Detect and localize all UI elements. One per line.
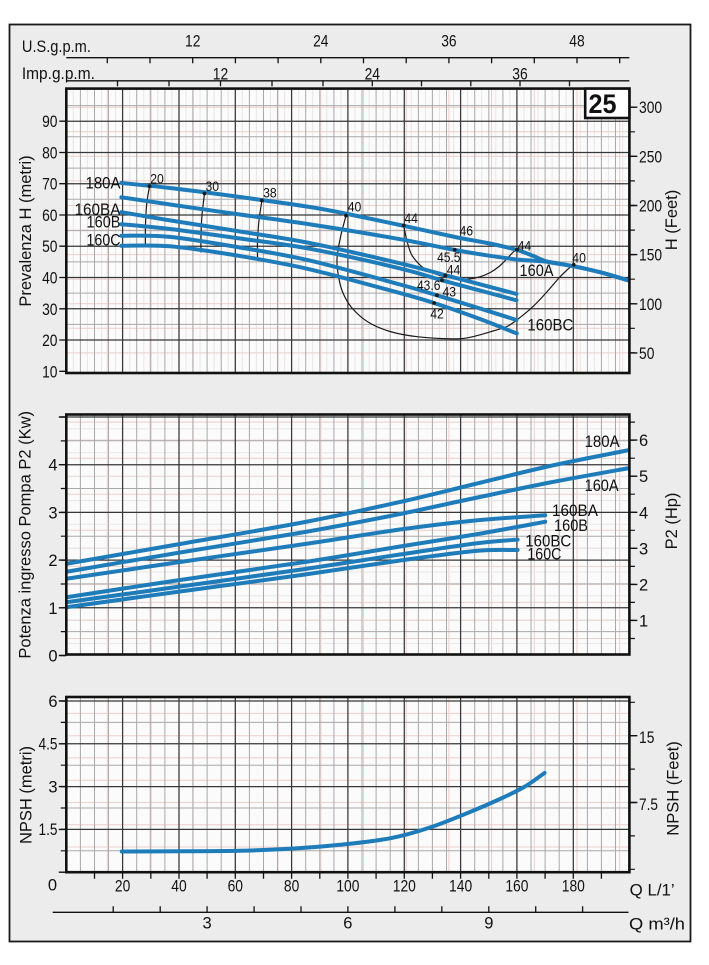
svg-text:36: 36: [512, 65, 527, 83]
svg-text:1: 1: [48, 600, 57, 618]
svg-text:6: 6: [343, 915, 352, 933]
svg-text:4: 4: [639, 504, 648, 522]
svg-text:4.5: 4.5: [39, 736, 58, 754]
svg-text:0: 0: [48, 648, 57, 666]
svg-text:36: 36: [441, 33, 456, 51]
svg-text:50: 50: [639, 345, 654, 363]
svg-text:3: 3: [48, 778, 57, 796]
svg-text:90: 90: [42, 113, 57, 131]
svg-text:24: 24: [365, 65, 380, 83]
svg-text:20: 20: [150, 172, 164, 187]
svg-text:140: 140: [449, 878, 472, 896]
svg-text:Potenza ingresso Pompa P2 (Kw): Potenza ingresso Pompa P2 (Kw): [17, 411, 35, 659]
svg-text:100: 100: [336, 878, 359, 896]
svg-text:24: 24: [313, 33, 328, 51]
svg-text:43: 43: [443, 285, 457, 300]
svg-text:6: 6: [639, 432, 648, 450]
svg-text:Imp.g.p.m.: Imp.g.p.m.: [22, 65, 95, 83]
svg-text:80: 80: [42, 145, 57, 163]
svg-text:9: 9: [484, 915, 493, 933]
svg-text:160BA: 160BA: [552, 502, 598, 520]
svg-text:2: 2: [639, 576, 648, 594]
svg-text:80: 80: [284, 878, 299, 896]
svg-text:H (Feet): H (Feet): [663, 190, 681, 251]
svg-text:20: 20: [115, 878, 130, 896]
svg-text:160BA: 160BA: [75, 201, 121, 219]
svg-text:46: 46: [460, 223, 474, 238]
svg-text:100: 100: [639, 296, 662, 314]
svg-text:50: 50: [42, 238, 57, 256]
svg-text:160A: 160A: [585, 477, 619, 495]
svg-text:160C: 160C: [87, 232, 121, 250]
svg-text:NPSH (metri): NPSH (metri): [18, 746, 36, 844]
svg-text:5: 5: [639, 468, 648, 486]
svg-text:30: 30: [42, 301, 57, 319]
svg-text:160B: 160B: [87, 213, 121, 231]
svg-text:44: 44: [447, 263, 461, 278]
svg-text:40: 40: [171, 878, 186, 896]
svg-text:160C: 160C: [527, 545, 561, 563]
svg-text:160BC: 160BC: [525, 533, 571, 551]
svg-text:3: 3: [203, 915, 212, 933]
svg-text:40: 40: [42, 270, 57, 288]
svg-text:160BC: 160BC: [527, 317, 573, 335]
svg-text:70: 70: [42, 176, 57, 194]
svg-text:42: 42: [430, 307, 444, 322]
svg-text:180A: 180A: [585, 433, 620, 451]
svg-text:U.S.g.p.m.: U.S.g.p.m.: [22, 38, 91, 56]
svg-text:48: 48: [569, 33, 584, 51]
svg-text:25: 25: [589, 89, 617, 119]
svg-text:Q m³/h: Q m³/h: [629, 916, 685, 934]
svg-text:Q L/1’: Q L/1’: [630, 882, 675, 900]
svg-text:43.6: 43.6: [417, 278, 440, 293]
svg-text:1: 1: [639, 612, 648, 630]
svg-text:2: 2: [48, 552, 57, 570]
svg-text:40: 40: [348, 200, 362, 215]
svg-text:120: 120: [393, 878, 416, 896]
svg-text:44: 44: [404, 211, 418, 226]
svg-text:160A: 160A: [520, 262, 554, 280]
svg-text:15: 15: [639, 729, 654, 747]
svg-text:Prevalenza H (metri): Prevalenza H (metri): [17, 155, 35, 306]
svg-text:6: 6: [48, 693, 57, 711]
svg-text:38: 38: [263, 185, 277, 200]
svg-text:P2 (Hp): P2 (Hp): [663, 493, 681, 550]
svg-text:300: 300: [639, 99, 662, 117]
svg-text:7.5: 7.5: [639, 796, 658, 814]
svg-text:44: 44: [518, 238, 532, 253]
svg-text:30: 30: [206, 179, 220, 194]
svg-text:180A: 180A: [86, 175, 121, 193]
svg-text:160: 160: [505, 878, 528, 896]
svg-text:10: 10: [42, 363, 57, 381]
svg-text:180: 180: [562, 878, 585, 896]
svg-text:12: 12: [213, 65, 228, 83]
svg-text:0: 0: [48, 876, 57, 894]
svg-text:20: 20: [42, 332, 57, 350]
svg-text:NPSH (Feet): NPSH (Feet): [665, 741, 683, 835]
svg-text:250: 250: [639, 148, 662, 166]
svg-text:1.5: 1.5: [39, 821, 58, 839]
svg-text:12: 12: [185, 33, 200, 51]
svg-text:60: 60: [42, 207, 57, 225]
svg-text:60: 60: [228, 878, 243, 896]
svg-text:160B: 160B: [554, 517, 588, 535]
svg-text:40: 40: [572, 250, 586, 265]
svg-text:4: 4: [48, 457, 57, 475]
svg-text:3: 3: [48, 504, 57, 522]
svg-text:45.5: 45.5: [437, 250, 460, 265]
svg-text:150: 150: [639, 247, 662, 265]
svg-text:200: 200: [639, 198, 662, 216]
svg-text:3: 3: [639, 540, 648, 558]
